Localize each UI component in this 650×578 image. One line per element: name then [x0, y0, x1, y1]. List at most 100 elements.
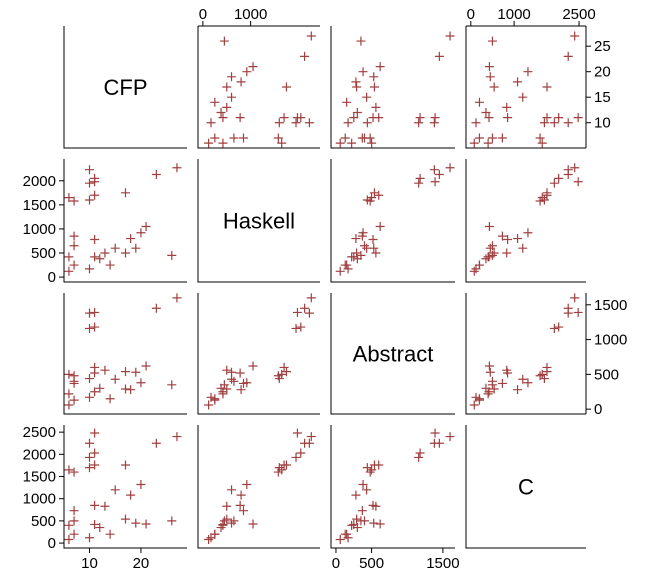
data-point — [242, 67, 252, 77]
data-point — [131, 243, 141, 253]
data-point — [484, 361, 494, 371]
data-point — [523, 378, 533, 388]
panel-frame — [63, 425, 187, 549]
data-point — [573, 113, 583, 123]
data-point — [474, 97, 484, 107]
panel-frame — [465, 293, 586, 415]
data-point — [481, 254, 491, 264]
data-point — [415, 448, 425, 458]
panel-cfp-vs-c — [465, 26, 586, 149]
data-point — [300, 51, 310, 61]
data-point — [335, 535, 345, 545]
data-point — [489, 384, 499, 394]
data-point — [100, 365, 110, 375]
data-point — [90, 307, 100, 317]
data-point — [369, 188, 379, 198]
data-point — [105, 529, 115, 539]
top-tick-label: 1000 — [497, 6, 530, 23]
panel-cfp-vs-cfp: CFP — [63, 26, 187, 149]
data-point — [535, 133, 545, 143]
panel-abstract-vs-cfp — [63, 293, 187, 415]
data-point — [84, 264, 94, 274]
data-point — [274, 374, 284, 384]
right-tick-label: 1000 — [594, 332, 627, 349]
data-point — [167, 380, 177, 390]
bottom-tick-label: 1500 — [426, 555, 459, 572]
data-point — [64, 252, 74, 262]
data-point — [121, 460, 130, 470]
data-point — [227, 367, 237, 377]
data-point — [371, 102, 381, 112]
panel-frame — [330, 26, 455, 149]
data-point — [110, 374, 120, 384]
data-point — [415, 173, 425, 183]
data-point — [64, 535, 74, 545]
data-point — [471, 118, 481, 128]
data-point — [484, 222, 494, 232]
right-tick-label: 500 — [594, 366, 619, 383]
data-point — [292, 113, 302, 123]
data-point — [429, 118, 439, 128]
right-tick-label: 25 — [594, 38, 611, 55]
data-point — [279, 362, 289, 372]
data-point — [306, 293, 316, 303]
data-point — [347, 138, 357, 148]
data-point — [277, 138, 287, 148]
data-point — [362, 92, 372, 102]
left-tick-label: 1000 — [23, 221, 56, 238]
data-point — [235, 113, 245, 123]
data-point — [248, 62, 258, 72]
panel-haskell-vs-c — [465, 159, 586, 283]
data-point — [151, 438, 161, 448]
top-tick-label: 0 — [467, 6, 475, 23]
data-point — [248, 519, 258, 529]
data-point — [274, 463, 284, 473]
data-point — [487, 36, 497, 46]
data-point — [95, 523, 105, 533]
data-point — [151, 303, 161, 313]
data-point — [489, 82, 499, 92]
data-point — [497, 231, 507, 241]
left-tick-label: 2000 — [23, 446, 56, 463]
data-point — [131, 367, 141, 377]
data-point — [523, 228, 533, 238]
left-tick-label: 1500 — [23, 197, 56, 214]
data-point — [210, 97, 220, 107]
data-point — [483, 138, 493, 148]
data-point — [84, 165, 94, 175]
data-point — [84, 323, 94, 333]
panels: CFP Haskell Abstract C — [63, 26, 586, 549]
data-point — [369, 460, 379, 470]
data-point — [218, 138, 228, 148]
data-point — [204, 535, 214, 545]
data-point — [292, 307, 302, 317]
data-point — [414, 118, 424, 128]
data-point — [242, 378, 252, 388]
data-point — [369, 243, 379, 253]
data-point — [222, 82, 232, 92]
panel-c-vs-c: C — [465, 425, 586, 549]
data-point — [84, 308, 94, 318]
panel-frame — [465, 425, 586, 549]
data-point — [141, 222, 151, 232]
data-point — [281, 367, 291, 377]
data-point — [304, 308, 314, 318]
data-point — [430, 428, 440, 438]
data-point — [358, 228, 368, 238]
data-point — [69, 529, 79, 539]
data-point — [487, 380, 497, 390]
data-point — [100, 501, 110, 511]
data-point — [502, 102, 512, 112]
bottom-tick-label: 500 — [359, 555, 384, 572]
data-point — [518, 243, 528, 253]
data-point — [236, 77, 246, 87]
data-point — [105, 260, 115, 270]
panel-c-vs-abstract — [330, 425, 455, 549]
data-point — [69, 467, 79, 477]
data-point — [300, 303, 310, 313]
panel-abstract-vs-c — [465, 293, 586, 415]
data-point — [69, 516, 79, 526]
data-point — [281, 82, 291, 92]
variable-label-cfp: CFP — [104, 75, 148, 100]
